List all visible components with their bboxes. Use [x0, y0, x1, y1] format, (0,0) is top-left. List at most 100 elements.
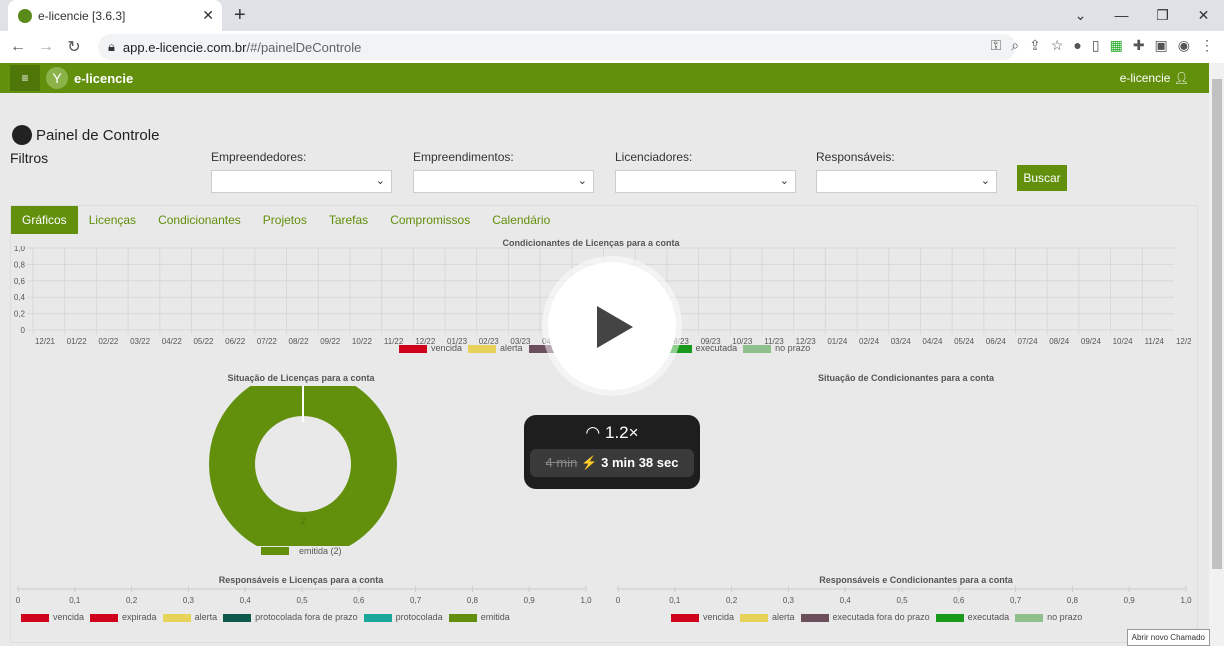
zoom-icon[interactable]: ⌕ [1011, 37, 1020, 53]
url-path: /#/painelDeControle [246, 39, 362, 55]
x-tick-label: 0,3 [783, 596, 795, 605]
x-tick-label: 0,7 [1010, 596, 1022, 605]
speed-icon: ◠ [585, 423, 601, 442]
legend-label: executada [967, 612, 1010, 622]
legend-swatch [671, 613, 699, 622]
legend-item[interactable]: protocolada [363, 612, 443, 622]
legend-label: alerta [772, 612, 795, 622]
browser-tab[interactable]: e-licencie [3.6.3] ✕ [8, 0, 222, 31]
empreendimentos-select[interactable]: ⌄ [413, 170, 594, 193]
share-icon[interactable]: ⇪ [1029, 37, 1041, 53]
legend-item[interactable]: alerta [162, 612, 217, 622]
filter-label: Licenciadores: [615, 150, 693, 164]
legend-item[interactable]: vencida [399, 343, 462, 353]
close-tab-icon[interactable]: ✕ [202, 7, 214, 23]
tab-3[interactable]: Projetos [262, 213, 307, 227]
menu-icon[interactable]: ⋮ [1200, 37, 1214, 53]
legend-item[interactable]: executada [663, 343, 738, 353]
original-time: 4 min [545, 455, 578, 470]
extension-icon[interactable]: ▯ [1091, 37, 1100, 53]
x-tick-label: 0,7 [410, 596, 422, 605]
star-icon[interactable]: ☆ [1050, 37, 1064, 53]
tab-1[interactable]: Licenças [88, 213, 137, 227]
url-host: app.e-licencie.com.br [122, 39, 247, 55]
responsaveis-select[interactable]: ⌄ [816, 170, 997, 193]
x-tick-label: 12/24 [1176, 337, 1191, 346]
tab-4[interactable]: Tarefas [328, 213, 369, 227]
legend-item[interactable]: executada [935, 612, 1010, 622]
tab-2[interactable]: Condicionantes [158, 213, 241, 227]
filter-empreendedores: Empreendedores: ⌄ [211, 150, 392, 193]
page-title: Painel de Controle [36, 126, 160, 144]
avatar[interactable]: ◉ [1177, 37, 1190, 53]
legend-label: protocolada fora de prazo [255, 612, 358, 622]
back-icon[interactable]: ← [10, 38, 26, 55]
x-tick-label: 0,4 [840, 596, 852, 605]
legend-swatch [935, 613, 964, 622]
extension-icon[interactable]: ● [1073, 37, 1082, 53]
sidepanel-icon[interactable]: ▣ [1154, 37, 1168, 53]
legend-label: expirada [122, 612, 157, 622]
app-header: ≡ Y e-licencie e-licencie 👤︎ [0, 63, 1209, 93]
charts-panel: Gráficos Licenças Condicionantes Projetos Ta… [10, 205, 1198, 643]
puzzle-icon[interactable]: ✚ [1132, 37, 1145, 53]
bar-chart-axis: 0 0,1 0,2 0,3 0,4 0,5 0,6 0,7 0,8 0,9 1,0 [16, 586, 592, 605]
legend-label: protocolada [395, 612, 443, 622]
tab-6[interactable]: Calendário [492, 213, 551, 227]
url-bar[interactable]: 🔒︎ app.e-licencie.com.br/#/painelDeContr… [98, 34, 1016, 60]
play-button[interactable] [548, 262, 676, 390]
x-tick-label: 08/24 [1049, 337, 1070, 346]
x-tick-label: 10/22 [352, 337, 373, 346]
key-icon[interactable]: ⚿ [990, 37, 1002, 53]
scrollbar-thumb[interactable] [1212, 79, 1222, 569]
legend-label: executada [695, 343, 738, 353]
legend-item[interactable]: no prazo [743, 343, 810, 353]
legend-item[interactable]: vencida [671, 612, 734, 622]
restore-icon[interactable]: ❐ [1156, 7, 1169, 23]
scrollbar[interactable] [1209, 63, 1224, 646]
legend-item[interactable]: executada fora do prazo [800, 612, 930, 622]
minimize-icon[interactable]: — [1114, 7, 1129, 23]
legend-item[interactable]: no prazo [1015, 612, 1082, 622]
chevron-down-icon: ⌄ [577, 175, 587, 187]
x-tick-label: 1,0 [580, 596, 592, 605]
lightning-icon: ⚡ [581, 455, 598, 470]
empreendedores-select[interactable]: ⌄ [211, 170, 392, 193]
new-tab-icon[interactable]: + [234, 4, 246, 26]
extension-icon[interactable]: ▦ [1109, 37, 1123, 53]
forward-icon[interactable]: → [38, 38, 54, 55]
licenciadores-select[interactable]: ⌄ [615, 170, 796, 193]
legend-swatch [468, 344, 497, 353]
hamburger-icon[interactable]: ≡ [10, 65, 40, 91]
legend-item[interactable]: alerta [468, 343, 523, 353]
legend-item[interactable]: protocolada fora de prazo [223, 612, 358, 622]
open-ticket-button[interactable]: Abrir novo Chamado [1126, 629, 1210, 646]
user-menu[interactable]: e-licencie 👤︎ [1120, 71, 1189, 85]
tab-title: e-licencie [3.6.3] [38, 8, 126, 23]
tab-search-icon[interactable]: ⌄ [1074, 7, 1087, 23]
x-tick-label: 0,9 [1124, 596, 1136, 605]
chart-title: Responsáveis e Licenças para a conta [218, 575, 384, 585]
legend-swatch [740, 613, 769, 622]
legend-item[interactable]: alerta [740, 612, 795, 622]
legend-swatch [21, 613, 49, 622]
tab-5[interactable]: Compromissos [390, 213, 471, 227]
legend-item[interactable]: expirada [90, 612, 157, 622]
legend-item[interactable]: emitida [448, 612, 510, 622]
play-icon [597, 306, 633, 348]
legend-label: vencida [703, 612, 735, 622]
x-tick-label: 02/23 [479, 337, 500, 346]
chart-title: Situação de Condicionantes para a conta [817, 373, 995, 383]
legend-swatch [261, 547, 289, 555]
reload-icon[interactable]: ↻ [67, 39, 81, 56]
bar-chart-axis: 0 0,1 0,2 0,3 0,4 0,5 0,6 0,7 0,8 0,9 1,0 [616, 586, 1192, 605]
legend-label[interactable]: emitida (2) [299, 546, 342, 556]
search-button[interactable]: Buscar [1017, 165, 1067, 191]
x-tick-label: 0,4 [240, 596, 252, 605]
y-tick-label: 1,0 [14, 246, 26, 253]
user-edit-icon: 👤︎ [1173, 71, 1189, 85]
close-window-icon[interactable]: ✕ [1197, 7, 1210, 23]
legend-item[interactable]: vencida [21, 612, 84, 622]
chevron-down-icon: ⌄ [779, 175, 789, 187]
tab-0[interactable]: Gráficos [11, 206, 78, 234]
